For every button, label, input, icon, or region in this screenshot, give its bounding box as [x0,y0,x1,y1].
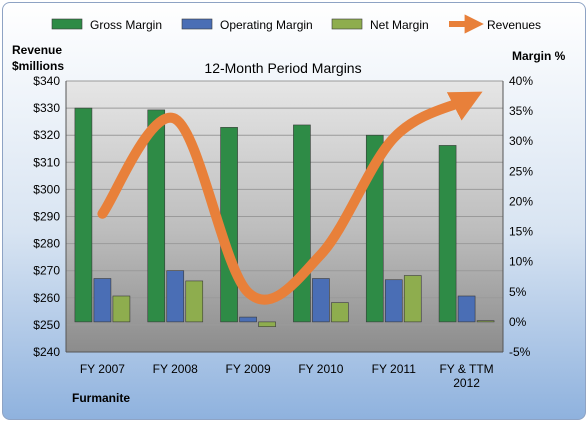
legend-label: Net Margin [370,18,429,32]
company-name: Furmanite [72,391,130,405]
left-tick-label: $300 [33,182,60,196]
right-tick-label: 30% [509,134,533,148]
bar-operating-margin [312,278,330,323]
x-tick-label: FY 2011 [372,362,417,376]
legend: Gross Margin Operating Margin Net Margin Re… [51,14,541,34]
bar-net-margin [403,275,422,323]
bar-operating-margin [239,316,257,323]
left-tick-label: $310 [33,155,60,169]
chart-title: 12-Month Period Margins [204,60,361,76]
legend-label: Operating Margin [220,18,313,32]
bar-net-margin [112,295,131,323]
x-tick-label: FY 2008 [153,362,198,376]
bar-net-margin [331,302,349,323]
bar-operating-margin [384,279,403,323]
bar-net-margin [476,320,495,323]
legend-label: Gross Margin [90,18,162,32]
right-tick-label: 20% [509,194,533,208]
bar-gross-margin [438,145,457,323]
left-tick-label: $340 [33,74,60,88]
bar-operating-margin [457,295,476,323]
legend-swatch [181,18,213,30]
left-tick-label: $330 [33,101,60,115]
bar-operating-margin [166,270,185,323]
left-tick-label: $280 [33,237,60,251]
bar-gross-margin [293,124,311,323]
left-tick-label: $290 [33,210,60,224]
right-tick-label: 10% [509,255,533,269]
x-tick-label: FY 2009 [226,362,271,376]
bar-gross-margin [74,107,93,323]
x-axis-ticks: FY 2007 FY 2008 FY 2009 FY 2010 FY 2011 FY & … [80,362,494,390]
legend-label: Revenues [487,18,541,32]
right-axis-ticks: -5% 0% 5% 10% 15% 20% 25% 30% 35% 40% [509,74,533,359]
left-tick-label: $270 [33,264,60,278]
bar-gross-margin [147,109,166,323]
left-axis-label-line1: Revenue [12,43,62,57]
left-tick-label: $320 [33,128,60,142]
grid-lines [65,80,504,353]
revenue-line [97,91,483,305]
x-tick-label: 2012 [453,376,480,390]
right-tick-label: 40% [509,74,533,88]
right-tick-label: -5% [509,345,531,359]
right-tick-label: 25% [509,164,533,178]
right-tick-label: 15% [509,225,533,239]
left-axis-label-line2: $millions [12,59,64,73]
right-tick-label: 5% [509,285,527,299]
left-tick-label: $260 [33,291,60,305]
right-tick-label: 35% [509,104,533,118]
left-tick-label: $250 [33,318,60,332]
x-tick-label: FY & TTM [439,362,493,376]
x-tick-label: FY 2007 [80,362,125,376]
bar-net-margin [185,280,204,323]
right-tick-label: 0% [509,315,527,329]
right-axis-label: Margin % [512,49,566,63]
bar-net-margin [258,321,276,328]
x-tick-label: FY 2010 [298,362,343,376]
left-tick-label: $240 [33,345,60,359]
revenue-line-path [97,91,483,305]
left-axis-ticks: $240 $250 $260 $270 $280 $290 $300 $310 $320 $330… [33,74,60,359]
legend-swatch [51,18,83,30]
legend-swatch [331,18,363,30]
bar-operating-margin [93,278,112,323]
